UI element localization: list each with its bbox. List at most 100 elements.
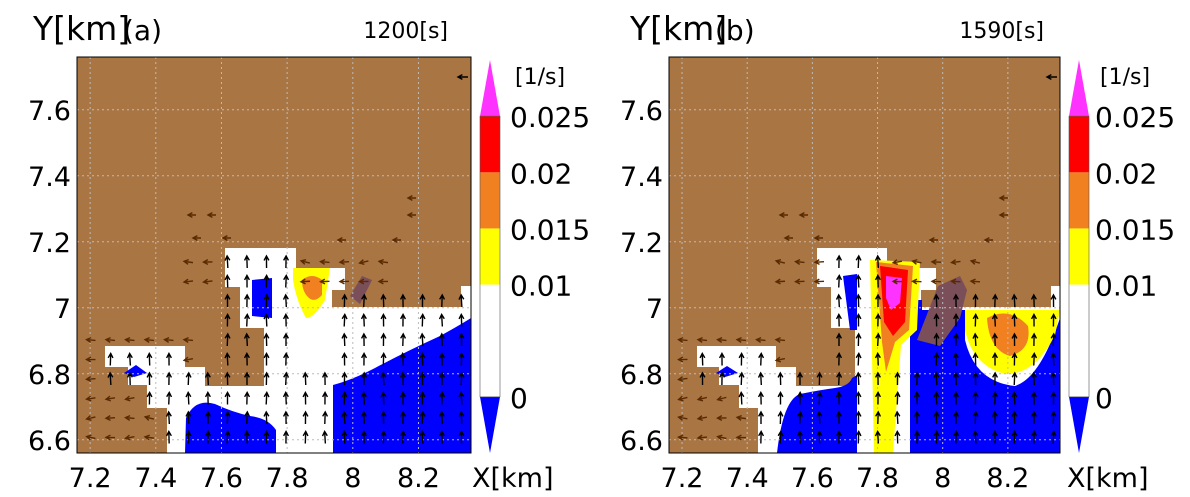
- velocity-arrow: [1030, 371, 1037, 386]
- velocity-arrow: [1030, 391, 1037, 405]
- velocity-arrow: [124, 395, 135, 402]
- velocity-arrow: [774, 258, 786, 265]
- velocity-arrow: [263, 391, 270, 405]
- plot-frame: [76, 56, 472, 454]
- negative-vorticity-region: [965, 318, 1060, 453]
- colorbar-level-label: 0.015: [510, 213, 590, 246]
- velocity-arrow: [953, 332, 960, 347]
- velocity-arrow: [816, 410, 823, 425]
- velocity-arrow: [406, 194, 416, 202]
- velocity-arrow: [224, 352, 231, 366]
- velocity-arrow: [774, 356, 786, 363]
- velocity-arrow: [126, 352, 133, 366]
- velocity-arrow: [1050, 371, 1057, 386]
- velocity-arrow: [696, 415, 708, 422]
- velocity-arrow: [952, 293, 959, 308]
- velocity-arrow: [182, 356, 194, 363]
- colorbar-level-label: 0.015: [1095, 213, 1175, 246]
- velocity-arrow: [677, 356, 688, 363]
- velocity-arrow: [1011, 391, 1018, 405]
- velocity-arrow: [757, 391, 764, 405]
- velocity-arrow: [104, 415, 116, 422]
- velocity-arrow: [143, 336, 155, 343]
- velocity-arrow: [399, 293, 406, 308]
- velocity-arrow: [419, 410, 426, 425]
- velocity-arrow: [757, 410, 765, 424]
- y-tick-label: 7.6: [28, 96, 71, 127]
- velocity-arrow: [399, 352, 406, 366]
- velocity-arrow: [283, 430, 290, 444]
- velocity-arrow: [124, 336, 135, 343]
- y-tick-label: 7.4: [620, 162, 663, 193]
- velocity-arrow: [894, 430, 901, 444]
- velocity-arrow: [244, 313, 251, 327]
- velocity-arrow: [166, 391, 173, 405]
- velocity-arrow: [778, 211, 788, 219]
- velocity-arrow: [438, 313, 445, 327]
- colorbar-level-label: 0: [1095, 382, 1113, 415]
- velocity-arrow: [933, 430, 940, 444]
- velocity-arrow: [855, 410, 862, 425]
- velocity-arrow: [998, 211, 1008, 219]
- velocity-arrow: [874, 371, 881, 386]
- velocity-arrow: [85, 336, 96, 343]
- velocity-arrow: [716, 414, 727, 422]
- colorbar-band-white: [1069, 284, 1089, 397]
- velocity-arrow: [439, 371, 446, 386]
- velocity-arrow: [777, 371, 784, 386]
- velocity-arrow: [950, 259, 961, 266]
- velocity-arrow: [855, 274, 862, 288]
- y-tick-label: 7.6: [620, 96, 663, 127]
- velocity-arrow: [202, 278, 213, 285]
- velocity-arrow: [677, 434, 688, 441]
- velocity-arrow: [360, 332, 367, 347]
- velocity-arrow: [1030, 293, 1037, 308]
- velocity-arrow: [874, 254, 881, 269]
- velocity-arrow: [338, 259, 350, 266]
- velocity-arrow: [798, 211, 808, 219]
- velocity-arrow: [204, 391, 211, 405]
- x-tick-label: 8.2: [397, 463, 440, 494]
- velocity-arrow: [341, 332, 348, 347]
- velocity-arrow: [205, 430, 212, 444]
- velocity-arrow: [302, 430, 309, 444]
- velocity-arrow: [777, 410, 784, 425]
- vorticity-panel-b: 7.67.47.276.86.6 7.2 7.4 7.6 7.8 8 8.2 Y[km] …: [620, 9, 1175, 494]
- velocity-arrow: [458, 430, 465, 444]
- velocity-arrow: [182, 258, 194, 265]
- x-tick-label: 7.6: [200, 463, 243, 494]
- velocity-arrow: [299, 278, 311, 285]
- velocity-arrow: [738, 352, 745, 366]
- velocity-arrow: [283, 371, 290, 386]
- velocity-arrow: [1011, 352, 1018, 366]
- colorbar-unit: [1/s]: [515, 65, 565, 90]
- velocity-arrow: [1045, 73, 1057, 81]
- velocity-arrow: [794, 278, 805, 285]
- velocity-arrow: [204, 410, 212, 424]
- velocity-arrow: [1011, 313, 1018, 327]
- velocity-arrow: [146, 352, 153, 366]
- velocity-arrow: [244, 391, 251, 405]
- velocity-arrow: [716, 434, 727, 441]
- velocity-arrow: [299, 258, 311, 265]
- velocity-arrow: [341, 391, 348, 405]
- velocity-arrow: [783, 234, 793, 242]
- y-axis-label: Y[km]: [32, 9, 130, 48]
- colorbar-band-yellow: [480, 228, 500, 285]
- colorbar-band-blue: [480, 396, 500, 453]
- velocity-arrow: [361, 293, 368, 308]
- velocity-arrow: [774, 278, 786, 285]
- velocity-arrow: [243, 274, 250, 288]
- velocity-arrow: [182, 278, 194, 285]
- velocity-arrow: [206, 211, 216, 219]
- velocity-arrow: [380, 313, 387, 327]
- velocity-arrow: [716, 336, 727, 343]
- velocity-arrow: [1011, 332, 1018, 347]
- velocity-arrow: [716, 395, 727, 402]
- velocity-arrow: [1050, 410, 1057, 425]
- velocity-arrow: [777, 430, 784, 444]
- velocity-arrow: [835, 391, 842, 405]
- velocity-arrow: [972, 352, 979, 366]
- velocity-arrow: [400, 430, 407, 444]
- vorticity-level-magenta: [886, 276, 902, 310]
